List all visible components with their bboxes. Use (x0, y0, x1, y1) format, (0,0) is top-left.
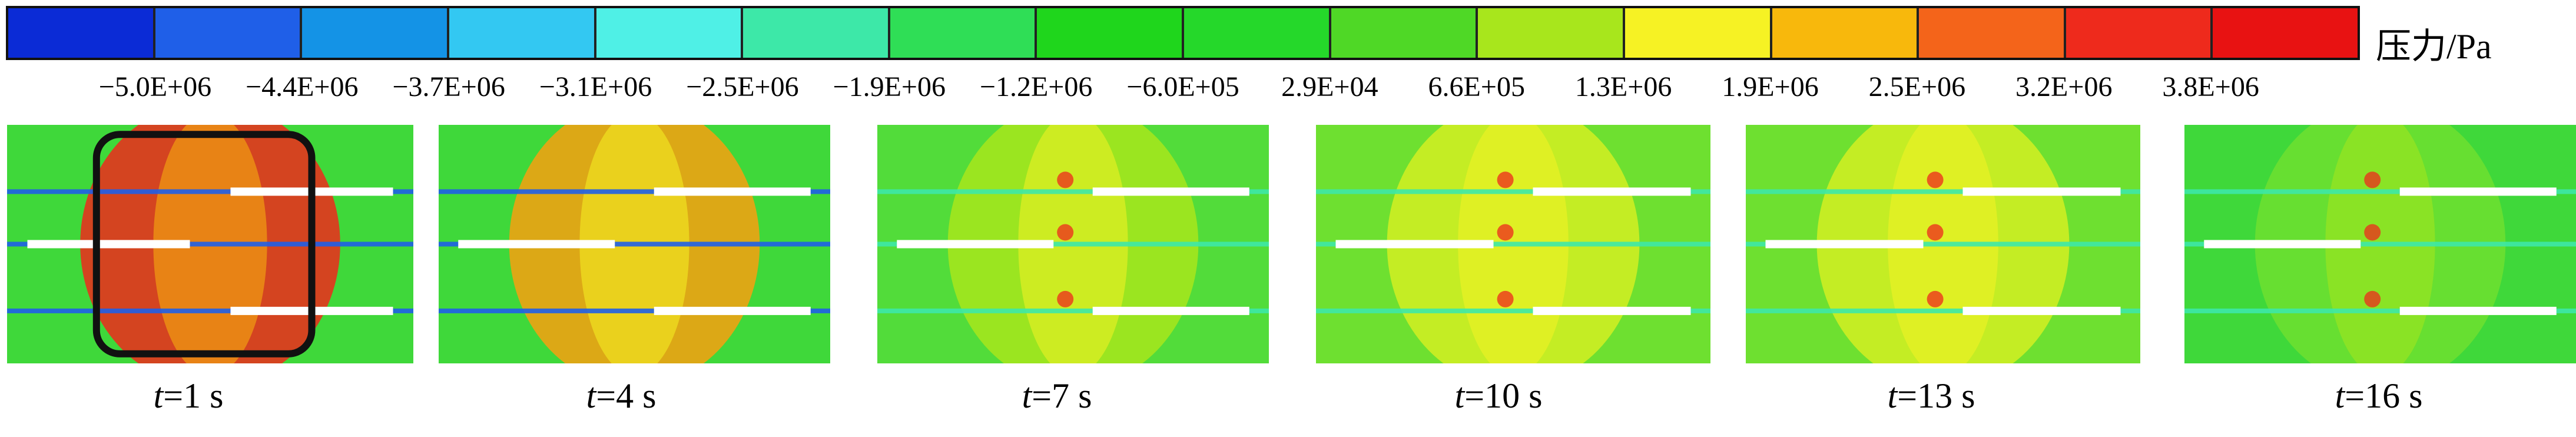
pressure-hotspot (2364, 290, 2381, 307)
colorbar-tick-3: −3.7E+06 (392, 71, 505, 102)
gap-opening (2399, 306, 2557, 315)
pressure-hotspot (1927, 290, 1944, 307)
colorbar-unit-label: 压力/Pa (2376, 27, 2492, 66)
gap-opening (458, 240, 615, 249)
pressure-hotspot (2364, 171, 2381, 188)
highlight-box (92, 131, 316, 357)
colorbar-swatch-14 (1919, 8, 2066, 58)
panel-time-label-6: t=16 s (2335, 376, 2423, 415)
pressure-hotspot (1497, 290, 1514, 307)
pressure-hotspot (2364, 224, 2381, 241)
pressure-colorbar (6, 6, 2360, 60)
gap-opening (1092, 187, 1249, 196)
seam-line (1316, 308, 1710, 313)
colorbar-swatch-8 (1037, 8, 1184, 58)
colorbar-tick-6: −1.9E+06 (833, 71, 946, 102)
pressure-hotspot (1497, 171, 1514, 188)
gap-opening (2204, 240, 2361, 249)
gap-opening (1092, 306, 1249, 315)
pressure-panel-5 (1746, 125, 2140, 363)
colorbar-swatch-10 (1331, 8, 1478, 58)
seam-line (1746, 241, 2140, 247)
pressure-hotspot (1927, 224, 1944, 241)
colorbar-swatch-2 (155, 8, 303, 58)
gap-opening (27, 240, 190, 249)
seam-line (877, 241, 1269, 247)
pressure-hotspot (1057, 171, 1074, 188)
colorbar-swatch-13 (1772, 8, 1919, 58)
panel-time-label-2: t=4 s (586, 376, 657, 415)
gap-opening (1533, 187, 1691, 196)
pressure-panel-1 (7, 125, 413, 363)
seam-line (439, 308, 830, 313)
colorbar-tick-10: 6.6E+05 (1428, 71, 1525, 102)
gap-opening (897, 240, 1054, 249)
colorbar-swatch-7 (890, 8, 1037, 58)
colorbar-tick-1: −5.0E+06 (98, 71, 212, 102)
colorbar-tick-13: 2.5E+06 (1868, 71, 1966, 102)
pressure-panel-6 (2184, 125, 2576, 363)
seam-line (1316, 189, 1710, 194)
colorbar-swatch-4 (449, 8, 596, 58)
gap-opening (654, 306, 811, 315)
seam-line (2184, 241, 2576, 247)
seam-line (7, 241, 413, 247)
colorbar-tick-4: −3.1E+06 (539, 71, 652, 102)
colorbar-swatch-12 (1624, 8, 1772, 58)
colorbar-swatch-16 (2213, 8, 2358, 58)
seam-line (7, 308, 413, 313)
seam-line (1746, 308, 2140, 313)
colorbar-swatch-6 (743, 8, 890, 58)
colorbar-tick-5: −2.5E+06 (686, 71, 799, 102)
seam-line (2184, 189, 2576, 194)
colorbar-tick-labels: −5.0E+06 −4.4E+06 −3.7E+06 −3.1E+06 −2.5E+06… (0, 71, 2576, 118)
seam-line (1316, 241, 1710, 247)
gap-opening (2399, 187, 2557, 196)
colorbar-tick-14: 3.2E+06 (2015, 71, 2113, 102)
seam-line (877, 189, 1269, 194)
colorbar-swatch-3 (302, 8, 449, 58)
colorbar-swatch-5 (596, 8, 744, 58)
seam-line (2184, 308, 2576, 313)
colorbar-swatch-1 (8, 8, 155, 58)
gap-opening (1962, 187, 2121, 196)
panel-time-label-3: t=7 s (1022, 376, 1092, 415)
panel-time-label-1: t=1 s (153, 376, 224, 415)
panel-time-label-5: t=13 s (1887, 376, 1975, 415)
pressure-panel-4 (1316, 125, 1710, 363)
colorbar-tick-12: 1.9E+06 (1722, 71, 1819, 102)
colorbar-tick-15: 3.8E+06 (2162, 71, 2259, 102)
seam-line (439, 189, 830, 194)
gap-opening (1335, 240, 1494, 249)
pressure-panel-3 (877, 125, 1269, 363)
colorbar-tick-7: −1.2E+06 (979, 71, 1093, 102)
seam-line (877, 308, 1269, 313)
seam-line (1746, 189, 2140, 194)
colorbar-tick-11: 1.3E+06 (1574, 71, 1672, 102)
pressure-panel-2 (439, 125, 830, 363)
gap-opening (1765, 240, 1924, 249)
colorbar-swatch-15 (2066, 8, 2213, 58)
pressure-hotspot (1497, 224, 1514, 241)
colorbar-tick-2: −4.4E+06 (246, 71, 359, 102)
colorbar-swatch-9 (1184, 8, 1331, 58)
gap-opening (654, 187, 811, 196)
colorbar-tick-8: −6.0E+05 (1126, 71, 1239, 102)
gap-opening (1962, 306, 2121, 315)
panel-time-label-4: t=10 s (1454, 376, 1543, 415)
seam-line (7, 189, 413, 194)
seam-line (439, 241, 830, 247)
pressure-hotspot (1057, 290, 1074, 307)
colorbar-swatch-11 (1478, 8, 1625, 58)
gap-opening (1533, 306, 1691, 315)
colorbar-tick-9: 2.9E+04 (1281, 71, 1378, 102)
pressure-hotspot (1927, 171, 1944, 188)
pressure-hotspot (1057, 224, 1074, 241)
